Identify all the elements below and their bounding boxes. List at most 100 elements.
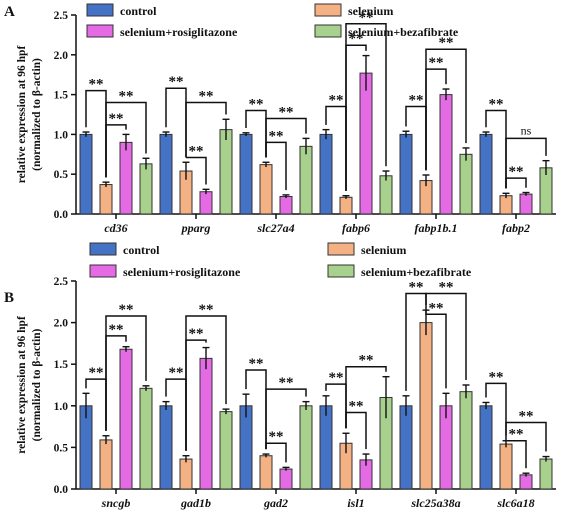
bar [139,163,153,215]
y-tick-label: 0.5 [54,169,69,181]
significance-bracket [105,101,147,178]
legend-swatch [89,264,117,278]
bar [279,468,293,490]
y-axis-label: relative expression at 96 hpf [16,46,28,184]
legend-swatch [86,3,114,17]
legend-swatch [327,264,355,278]
significance-bracket [505,421,547,452]
bar [119,348,133,490]
legend-label: selenium [348,4,393,18]
significance-bracket [485,382,507,436]
y-tick-label: 2.5 [54,276,69,288]
x-tick-label: fabp6 [342,221,370,235]
bar [479,133,493,215]
legend-swatch [89,242,117,256]
significance-label: ** [359,10,374,26]
significance-bracket [265,388,307,450]
bar [179,458,193,490]
significance-label: ** [249,356,264,372]
y-tick-label: 1.0 [54,401,69,413]
panel-label: A [4,4,15,20]
significance-label: ** [89,365,104,381]
panel-label: B [4,290,14,306]
y-tick-label: 1.5 [54,359,69,371]
significance-label: ** [489,97,504,113]
significance-label: ** [439,279,454,295]
bar [239,405,253,490]
significance-bracket [265,117,307,158]
significance-label: ** [439,35,454,51]
x-tick-label: fabp2 [502,221,530,235]
bar [519,474,533,490]
significance-label: ** [199,302,214,318]
bar [359,72,373,215]
significance-label: ** [509,427,524,443]
significance-bracket [345,365,387,429]
y-tick-label: 0.5 [54,442,69,454]
significance-bracket [505,137,547,189]
significance-bracket [425,292,467,381]
x-tick-label: pparg [181,221,211,235]
y-tick-label: 2.0 [54,50,69,62]
bar [539,458,553,490]
legend-label: selenium+rosiglitazone [120,25,238,39]
significance-label: ** [509,164,524,180]
y-axis-label-2: (normalized to β-actin) [31,58,43,171]
significance-label: ** [329,370,344,386]
bar [259,455,273,490]
bar [519,193,533,215]
legend-swatch [327,242,355,256]
significance-bracket [186,156,207,185]
significance-label: ** [489,369,504,385]
legend-label: selenium+bezafibrate [348,25,459,39]
y-tick-label: 2.5 [54,10,69,22]
significance-label: ** [109,111,124,127]
significance-label: ** [349,31,364,47]
significance-label: ** [249,97,264,113]
y-tick-label: 0.0 [54,209,69,221]
significance-label: ** [519,408,534,424]
bar [199,357,213,490]
y-tick-label: 0.0 [54,484,69,496]
bar [239,133,253,215]
bar [499,195,513,215]
significance-label: ** [329,93,344,109]
significance-bracket [425,305,447,389]
significance-label: ** [269,429,284,445]
x-tick-label: cd36 [104,221,127,235]
significance-label: ** [169,365,184,381]
x-tick-label: isl1 [347,496,364,510]
bar [339,196,353,215]
bar [419,322,433,490]
legend-label: selenium+rosiglitazone [123,265,241,279]
x-tick-label: slc27a4 [256,221,294,235]
y-axis-label-2: (normalized to β-actin) [31,328,43,441]
bar [139,387,153,490]
bar [399,133,413,215]
legend-swatch [86,24,114,38]
x-tick-label: gad2 [263,496,288,510]
significance-label: ** [349,398,364,414]
significance-label: ** [279,375,294,391]
bar [99,184,113,215]
significance-label: ** [359,353,374,369]
significance-label: ** [269,128,284,144]
x-tick-label: fabp1b.1 [415,221,458,235]
y-tick-label: 1.5 [54,90,69,102]
bar [439,94,453,215]
bar [379,175,393,215]
significance-label: ** [429,300,444,316]
legend-label: control [120,4,157,18]
significance-bracket [425,48,467,171]
bar [119,141,133,215]
bar [319,405,333,490]
bar [399,405,413,490]
x-tick-label: sncgb [101,496,131,510]
bar [299,145,313,215]
bar [219,411,233,490]
y-tick-label: 1.0 [54,129,69,141]
significance-bracket [505,435,527,469]
legend-label: selenium+bezafibrate [361,265,472,279]
